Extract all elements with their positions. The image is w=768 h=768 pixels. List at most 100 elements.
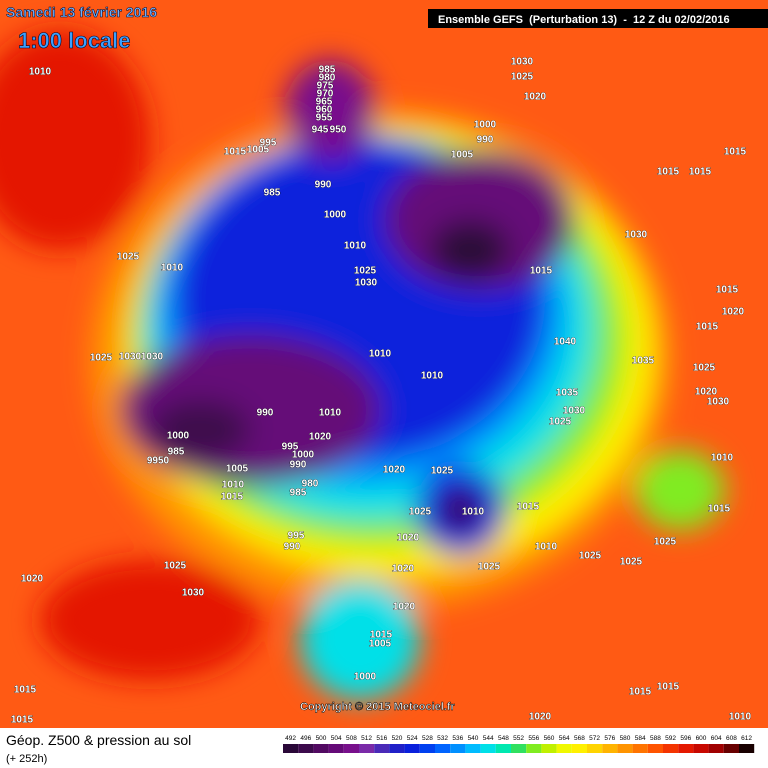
scale-label: 528 (422, 735, 433, 742)
model-box (428, 9, 768, 28)
isobar-label: 975 (317, 81, 334, 92)
isobar-label: 1010 (535, 542, 558, 553)
scale-swatch (693, 744, 709, 753)
isobar-label: 9950 (147, 456, 170, 467)
isobar-label: 1015 (517, 502, 540, 513)
isobar-label: 1025 (409, 507, 432, 518)
isobar-label: 985 (290, 488, 307, 499)
isobar-label: 1035 (632, 356, 655, 367)
isobar-label: 1015 (11, 715, 34, 726)
scale-label: 496 (300, 735, 311, 742)
scale-label: 600 (696, 735, 707, 742)
scale-label: 552 (513, 735, 524, 742)
isobar-label: 1020 (397, 533, 420, 544)
isobar-label: 1025 (117, 252, 140, 263)
isobar-label: 990 (315, 180, 332, 191)
isobar-label: 1030 (511, 57, 534, 68)
scale-label: 556 (528, 735, 539, 742)
isobar-label: 1010 (319, 408, 342, 419)
isobar-label: 1015 (657, 682, 680, 693)
isobar-label: 1015 (14, 685, 37, 696)
scale-swatch (739, 744, 755, 753)
isobar-label: 1030 (625, 230, 648, 241)
scale-label: 564 (559, 735, 570, 742)
isobar-label: 1010 (29, 67, 52, 78)
isobar-label: 1000 (324, 210, 347, 221)
isobar-label: 1010 (711, 453, 734, 464)
scale-swatch (389, 744, 405, 753)
scale-swatch (541, 744, 557, 753)
isobar-label: 1010 (369, 349, 392, 360)
scale-swatch (647, 744, 663, 753)
scale-label: 608 (726, 735, 737, 742)
scale-label: 540 (468, 735, 479, 742)
isobar-label: 1030 (119, 352, 142, 363)
scale-swatch (465, 744, 481, 753)
isobar-label: 965 (316, 97, 333, 108)
isobar-label: 1020 (695, 387, 718, 398)
scale-label: 504 (331, 735, 342, 742)
isobar-label: 1005 (247, 145, 270, 156)
isobar-label: 980 (302, 479, 319, 490)
isobar-label: 1020 (392, 564, 415, 575)
isobar-label: 1025 (511, 72, 534, 83)
scale-swatch (723, 744, 739, 753)
copyright: Copyright © 2015 Meteociel.fr (300, 701, 456, 713)
scale-swatch (511, 744, 527, 753)
scale-swatch (450, 744, 466, 753)
isobar-label: 1015 (724, 147, 747, 158)
isobar-label: 1005 (226, 464, 249, 475)
scale-swatch (343, 744, 359, 753)
scale-swatch (374, 744, 390, 753)
scale-label: 576 (604, 735, 615, 742)
isobar-label: 990 (290, 460, 307, 471)
isobar-label: 1000 (354, 672, 377, 683)
scale-swatch (298, 744, 314, 753)
isobar-label: 1015 (370, 630, 393, 641)
isobar-label: 1025 (164, 561, 187, 572)
isobar-label: 995 (282, 442, 299, 453)
isobar-label: 1005 (451, 150, 474, 161)
scale-label: 544 (483, 735, 494, 742)
isobar-label: 1030 (563, 406, 586, 417)
isobar-label: 995 (288, 531, 305, 542)
scale-label: 500 (316, 735, 327, 742)
scale-swatch (419, 744, 435, 753)
scale-label: 536 (452, 735, 463, 742)
lead-time: (+ 252h) (6, 753, 47, 765)
isobar-label: 1010 (462, 507, 485, 518)
isobar-label: 1020 (383, 465, 406, 476)
isobar-label: 970 (317, 89, 334, 100)
isobar-label: 985 (319, 65, 336, 76)
isobar-label: 950 (330, 125, 347, 136)
isobar-label: 1035 (556, 388, 579, 399)
isobar-label: 1010 (421, 371, 444, 382)
isobar-label: 1015 (708, 504, 731, 515)
scale-label: 588 (650, 735, 661, 742)
isobar-label: 985 (264, 188, 281, 199)
scale-swatch (678, 744, 694, 753)
scale-swatch (556, 744, 572, 753)
isobar-label: 1030 (141, 352, 164, 363)
isobar-label: 1030 (355, 278, 378, 289)
isobar-label: 1020 (529, 712, 552, 723)
isobar-label: 1015 (530, 266, 553, 277)
isobar-label: 1010 (344, 241, 367, 252)
isobar-label: 990 (284, 542, 301, 553)
scale-swatch (571, 744, 587, 753)
isobar-label: 985 (168, 447, 185, 458)
scale-label: 592 (665, 735, 676, 742)
isobar-label: 1030 (707, 397, 730, 408)
scale-label: 584 (635, 735, 646, 742)
isobar-label: 1025 (478, 562, 501, 573)
isobar-label: 945 (312, 125, 329, 136)
scale-label: 512 (361, 735, 372, 742)
isobar-label: 960 (316, 105, 333, 116)
isobar-label: 990 (257, 408, 274, 419)
scale-swatch (328, 744, 344, 753)
scale-swatch (404, 744, 420, 753)
field (0, 0, 768, 728)
isobar-label: 1020 (21, 574, 44, 585)
isobar-label: 1020 (524, 92, 547, 103)
